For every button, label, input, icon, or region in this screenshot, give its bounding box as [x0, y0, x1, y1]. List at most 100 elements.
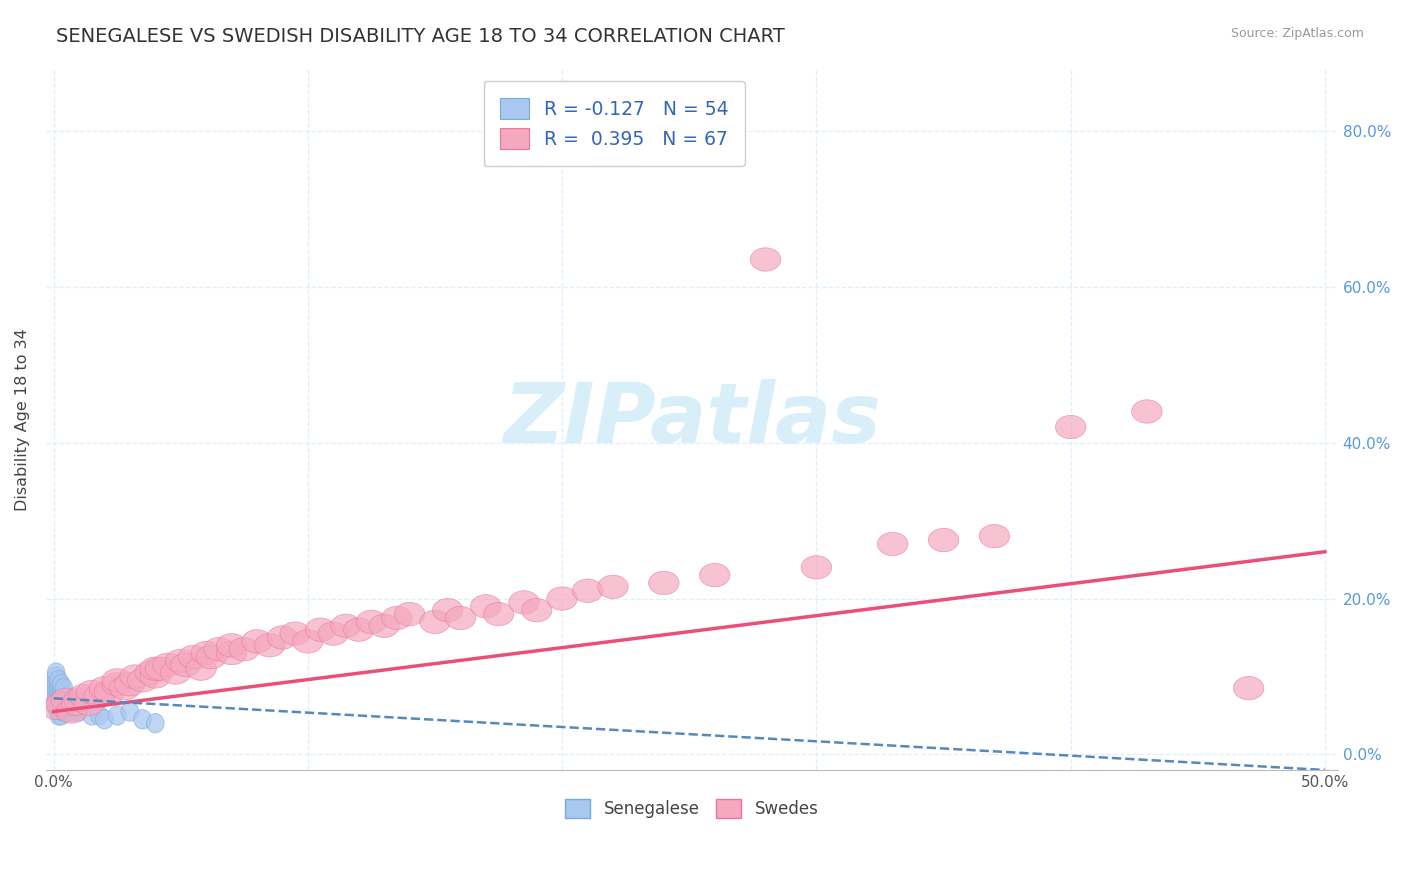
- Ellipse shape: [120, 665, 150, 688]
- Ellipse shape: [49, 686, 67, 706]
- Ellipse shape: [267, 626, 298, 649]
- Ellipse shape: [52, 694, 70, 714]
- Ellipse shape: [191, 641, 221, 665]
- Ellipse shape: [433, 599, 463, 622]
- Ellipse shape: [56, 700, 87, 723]
- Ellipse shape: [145, 657, 176, 681]
- Ellipse shape: [446, 607, 475, 630]
- Ellipse shape: [547, 587, 578, 610]
- Ellipse shape: [110, 676, 141, 700]
- Ellipse shape: [381, 607, 412, 630]
- Ellipse shape: [522, 599, 553, 622]
- Ellipse shape: [48, 694, 65, 714]
- Ellipse shape: [101, 673, 132, 696]
- Ellipse shape: [49, 694, 67, 714]
- Ellipse shape: [368, 614, 399, 638]
- Ellipse shape: [751, 248, 780, 271]
- Ellipse shape: [101, 669, 132, 692]
- Ellipse shape: [179, 645, 208, 669]
- Ellipse shape: [49, 674, 67, 694]
- Ellipse shape: [204, 638, 235, 661]
- Ellipse shape: [195, 645, 226, 669]
- Ellipse shape: [65, 698, 83, 717]
- Ellipse shape: [153, 653, 183, 676]
- Ellipse shape: [186, 657, 217, 681]
- Ellipse shape: [84, 684, 115, 707]
- Ellipse shape: [48, 690, 65, 710]
- Ellipse shape: [62, 698, 80, 717]
- Ellipse shape: [51, 688, 82, 712]
- Ellipse shape: [60, 698, 77, 717]
- Legend: Senegalese, Swedes: Senegalese, Swedes: [558, 793, 825, 825]
- Ellipse shape: [217, 633, 247, 657]
- Ellipse shape: [572, 579, 603, 602]
- Ellipse shape: [60, 694, 77, 714]
- Ellipse shape: [877, 533, 908, 556]
- Ellipse shape: [55, 679, 73, 698]
- Ellipse shape: [58, 690, 75, 710]
- Ellipse shape: [166, 649, 195, 673]
- Ellipse shape: [70, 698, 89, 717]
- Ellipse shape: [121, 702, 139, 722]
- Ellipse shape: [48, 698, 65, 717]
- Ellipse shape: [648, 571, 679, 595]
- Ellipse shape: [356, 610, 387, 633]
- Ellipse shape: [48, 682, 65, 702]
- Text: ZIPatlas: ZIPatlas: [503, 379, 880, 459]
- Ellipse shape: [292, 630, 323, 653]
- Ellipse shape: [41, 696, 72, 719]
- Ellipse shape: [1132, 400, 1163, 423]
- Ellipse shape: [49, 679, 67, 698]
- Ellipse shape: [89, 676, 120, 700]
- Ellipse shape: [115, 673, 145, 696]
- Ellipse shape: [146, 714, 165, 733]
- Text: SENEGALESE VS SWEDISH DISABILITY AGE 18 TO 34 CORRELATION CHART: SENEGALESE VS SWEDISH DISABILITY AGE 18 …: [56, 27, 785, 45]
- Ellipse shape: [49, 671, 67, 690]
- Ellipse shape: [1233, 676, 1264, 700]
- Ellipse shape: [48, 686, 65, 706]
- Ellipse shape: [52, 706, 70, 725]
- Ellipse shape: [699, 564, 730, 587]
- Ellipse shape: [108, 706, 127, 725]
- Ellipse shape: [242, 630, 273, 653]
- Ellipse shape: [48, 663, 65, 682]
- Ellipse shape: [52, 690, 70, 710]
- Ellipse shape: [58, 694, 75, 714]
- Ellipse shape: [254, 633, 285, 657]
- Ellipse shape: [1056, 416, 1085, 439]
- Ellipse shape: [49, 702, 67, 722]
- Ellipse shape: [229, 638, 260, 661]
- Ellipse shape: [75, 692, 104, 715]
- Ellipse shape: [90, 706, 108, 725]
- Ellipse shape: [330, 614, 361, 638]
- Ellipse shape: [52, 686, 70, 706]
- Ellipse shape: [484, 602, 513, 626]
- Ellipse shape: [49, 698, 67, 717]
- Ellipse shape: [49, 682, 67, 702]
- Ellipse shape: [55, 686, 73, 706]
- Y-axis label: Disability Age 18 to 34: Disability Age 18 to 34: [15, 328, 30, 510]
- Ellipse shape: [63, 688, 94, 712]
- Ellipse shape: [49, 706, 67, 725]
- Text: Source: ZipAtlas.com: Source: ZipAtlas.com: [1230, 27, 1364, 40]
- Ellipse shape: [52, 698, 70, 717]
- Ellipse shape: [343, 618, 374, 641]
- Ellipse shape: [60, 702, 77, 722]
- Ellipse shape: [141, 665, 170, 688]
- Ellipse shape: [62, 694, 80, 714]
- Ellipse shape: [55, 690, 73, 710]
- Ellipse shape: [471, 595, 501, 618]
- Ellipse shape: [979, 524, 1010, 548]
- Ellipse shape: [420, 610, 450, 633]
- Ellipse shape: [55, 702, 73, 722]
- Ellipse shape: [48, 666, 65, 686]
- Ellipse shape: [46, 692, 76, 715]
- Ellipse shape: [305, 618, 336, 641]
- Ellipse shape: [69, 684, 100, 707]
- Ellipse shape: [58, 698, 75, 717]
- Ellipse shape: [598, 575, 628, 599]
- Ellipse shape: [134, 710, 152, 729]
- Ellipse shape: [928, 528, 959, 552]
- Ellipse shape: [509, 591, 540, 614]
- Ellipse shape: [62, 692, 91, 715]
